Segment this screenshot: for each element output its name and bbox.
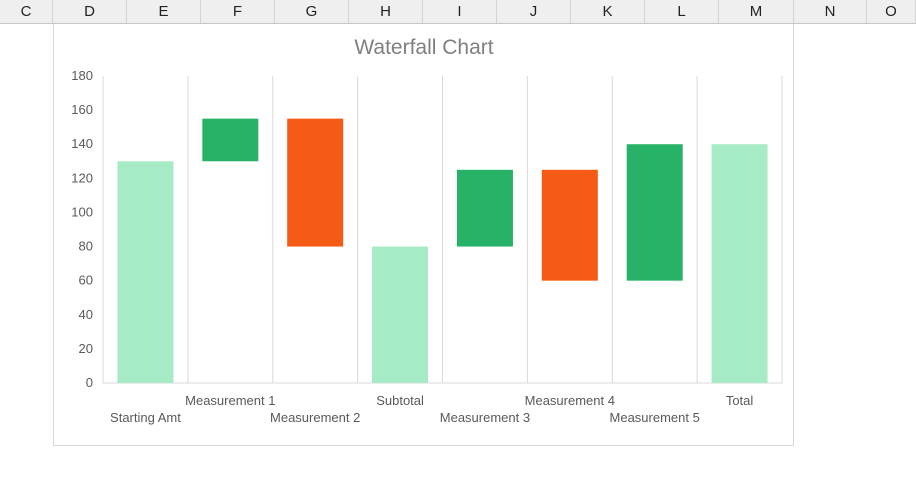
x-tick-label: Starting Amt [110,410,181,425]
column-header-d[interactable]: D [53,0,127,23]
column-header-g[interactable]: G [275,0,349,23]
y-tick-label: 140 [71,136,93,151]
y-tick-label: 60 [79,273,93,288]
x-tick-label: Measurement 3 [440,410,530,425]
column-header-e[interactable]: E [127,0,201,23]
x-axis-ticks: Starting Amt Measurement 1 Measurement 2 Su… [110,393,753,425]
column-header-j[interactable]: J [497,0,571,23]
y-tick-label: 120 [71,170,93,185]
column-header-o[interactable]: O [867,0,916,23]
chart-title: Waterfall Chart [354,36,493,59]
y-tick-label: 20 [79,341,93,356]
y-tick-label: 0 [86,375,93,390]
gridlines [102,76,783,384]
bar-subtotal [372,246,429,383]
column-header-k[interactable]: K [571,0,645,23]
column-header-c[interactable]: C [0,0,53,23]
x-tick-label: Measurement 5 [610,410,700,425]
y-tick-label: 160 [71,102,93,117]
bar-starting-amt [117,161,174,383]
y-tick-label: 100 [71,204,93,219]
bar-measurement-2 [287,118,344,247]
y-tick-label: 180 [71,68,93,83]
y-axis-ticks: 0 20 40 60 80 100 120 140 160 180 [71,68,93,390]
column-header-i[interactable]: I [423,0,497,23]
column-header-m[interactable]: M [719,0,794,23]
x-tick-label: Measurement 4 [525,393,615,408]
bar-measurement-5 [626,144,683,281]
column-header-h[interactable]: H [349,0,423,23]
y-tick-label: 40 [79,307,93,322]
y-tick-label: 80 [79,239,93,254]
x-tick-label: Measurement 1 [185,393,275,408]
bar-measurement-1 [202,118,259,162]
bar-measurement-4 [541,169,598,281]
x-tick-label: Total [726,393,754,408]
bars [117,118,768,383]
x-tick-label: Measurement 2 [270,410,360,425]
bar-measurement-3 [456,169,513,247]
bar-total [711,144,768,383]
column-header-l[interactable]: L [645,0,719,23]
column-header-f[interactable]: F [201,0,275,23]
chart-area[interactable]: Waterfall Chart 0 20 40 60 80 100 120 140 160 180… [53,24,794,446]
x-tick-label: Subtotal [376,393,424,408]
waterfall-chart: Waterfall Chart 0 20 40 60 80 100 120 140 160 180… [71,36,783,425]
column-header-n[interactable]: N [794,0,867,23]
